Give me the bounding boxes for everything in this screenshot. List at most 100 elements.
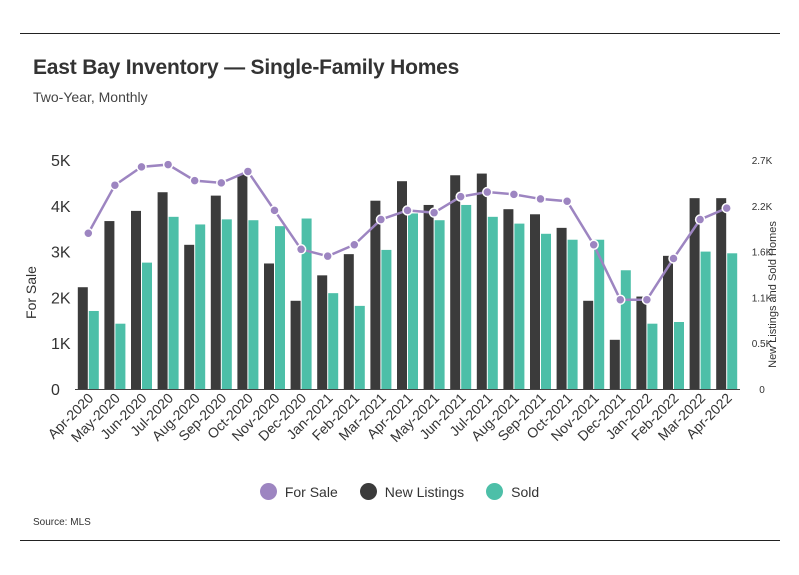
bar-new-listings	[264, 263, 274, 389]
point-for-sale	[83, 228, 94, 239]
bar-sold	[461, 204, 472, 389]
point-for-sale	[375, 214, 387, 225]
bar-new-listings	[370, 200, 381, 389]
bar-new-listings	[450, 175, 461, 389]
bar-new-listings	[290, 300, 301, 389]
bar-new-listings	[237, 174, 248, 389]
point-for-sale	[561, 195, 573, 207]
legend-swatch-sold	[486, 483, 504, 500]
bar-new-listings	[476, 173, 487, 389]
bar-new-listings	[556, 227, 567, 389]
point-for-sale	[109, 179, 121, 191]
point-for-sale	[189, 175, 200, 186]
legend-swatch-for-sale	[259, 483, 277, 500]
point-for-sale	[136, 161, 147, 173]
bar-sold	[674, 321, 684, 389]
bar-new-listings	[716, 198, 727, 389]
point-for-sale	[295, 244, 307, 255]
point-for-sale	[428, 207, 440, 218]
bar-sold	[594, 239, 605, 389]
bar-new-listings	[609, 339, 620, 389]
chart-subtitle: Two-Year, Monthly	[33, 89, 148, 105]
bar-sold	[195, 224, 206, 389]
y2-tick-label: 2.7K	[752, 156, 773, 167]
bar-sold	[115, 323, 126, 389]
y-tick-label: 0	[51, 382, 60, 399]
bar-sold	[88, 310, 99, 389]
legend-item-new-listings: New Listings	[359, 483, 465, 500]
point-for-sale	[694, 214, 706, 225]
point-for-sale	[721, 202, 732, 214]
top-rule	[20, 33, 780, 34]
bar-new-listings	[423, 204, 434, 389]
y-axis-label: For Sale	[23, 266, 39, 319]
bar-new-listings	[530, 214, 540, 389]
bar-new-listings	[583, 300, 594, 389]
bar-sold	[620, 270, 631, 389]
y2-tick-label: 2.2K	[752, 202, 773, 213]
y-tick-label: 5K	[51, 153, 71, 170]
y2-axis-label: New Listings and Sold Homes	[767, 221, 779, 368]
y2-tick-label: 1.6K	[752, 248, 773, 259]
point-for-sale	[508, 189, 520, 200]
bar-new-listings	[636, 296, 647, 389]
bar-sold	[514, 223, 525, 389]
line-for-sale	[87, 163, 728, 301]
bar-sold	[487, 216, 498, 389]
point-for-sale	[455, 191, 466, 202]
bar-new-listings	[397, 181, 407, 389]
legend-label-new-listings: New Listings	[384, 483, 465, 500]
y-tick-label: 3K	[51, 245, 71, 262]
bar-sold	[221, 219, 232, 389]
point-for-sale	[269, 205, 280, 216]
point-for-sale	[588, 239, 599, 250]
bar-sold	[727, 253, 738, 389]
point-for-sale	[349, 239, 360, 250]
bar-sold	[142, 262, 152, 389]
point-for-sale	[402, 205, 413, 216]
point-for-sale	[615, 294, 626, 305]
y2-tick-label: 0.5K	[752, 339, 773, 350]
point-for-sale	[242, 166, 254, 177]
point-for-sale	[668, 253, 679, 264]
point-for-sale	[641, 294, 653, 305]
bar-new-listings	[104, 221, 115, 389]
bar-sold	[408, 213, 418, 389]
bar-new-listings	[343, 254, 354, 389]
chart-legend: For Sale New Listings Sold	[0, 483, 799, 500]
chart-title: East Bay Inventory — Single-Family Homes	[33, 56, 460, 79]
bar-sold	[168, 216, 179, 389]
legend-label-for-sale: For Sale	[284, 483, 338, 500]
y2-tick-label: 1.1K	[752, 293, 773, 304]
y-tick-label: 2K	[51, 290, 71, 307]
bar-new-listings	[157, 192, 168, 389]
bar-sold	[248, 220, 259, 389]
bottom-rule	[20, 540, 780, 541]
bar-sold	[700, 251, 711, 389]
bar-new-listings	[663, 255, 673, 389]
bar-sold	[301, 218, 312, 389]
point-for-sale	[482, 186, 493, 198]
bar-new-listings	[184, 244, 195, 389]
bar-sold	[434, 220, 445, 389]
bar-sold	[541, 233, 551, 389]
source-note: Source: MLS	[33, 517, 91, 528]
bar-new-listings	[503, 209, 514, 389]
point-for-sale	[322, 250, 333, 262]
legend-label-sold: Sold	[511, 483, 540, 500]
bar-sold	[381, 249, 392, 389]
bar-sold	[647, 323, 658, 389]
bar-sold	[275, 226, 285, 389]
bar-sold	[354, 305, 365, 389]
legend-item-for-sale: For Sale	[259, 483, 338, 500]
bar-new-listings	[689, 198, 700, 389]
y-tick-label: 4K	[51, 199, 71, 216]
bar-new-listings	[131, 210, 141, 389]
legend-item-sold: Sold	[486, 483, 539, 500]
point-for-sale	[162, 159, 174, 170]
bar-new-listings	[210, 195, 221, 389]
y-tick-label: 1K	[51, 336, 71, 353]
bar-new-listings	[77, 287, 88, 389]
bar-sold	[567, 239, 578, 389]
